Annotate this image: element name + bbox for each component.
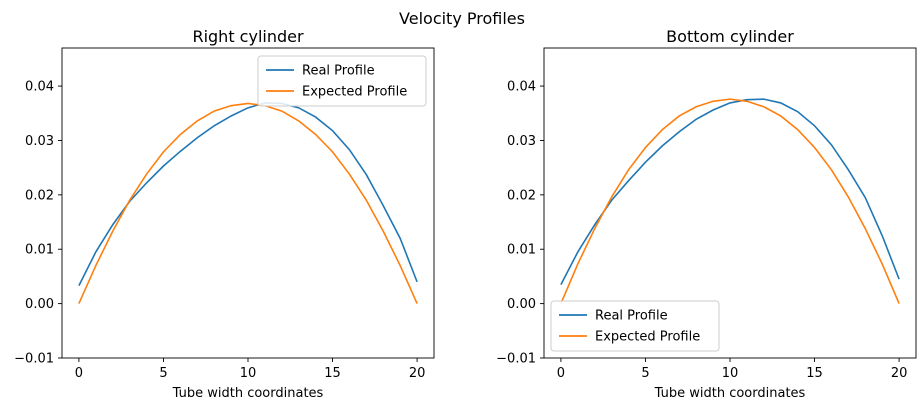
bottom-cylinder-panel: Bottom cylinder 0 5 10 15 20 −0.01 0.00 0.01 0.02… xyxy=(496,27,917,401)
x-tick-label: 0 xyxy=(75,366,83,381)
y-tick-label: −0.01 xyxy=(14,352,54,367)
x-tick-label: 10 xyxy=(722,366,739,381)
legend-box xyxy=(257,55,427,107)
x-tick-label: 20 xyxy=(409,366,426,381)
y-tick-label: 0.04 xyxy=(507,80,536,95)
series-line-real-profile xyxy=(560,98,900,285)
x-tick-label: 20 xyxy=(891,366,908,381)
y-tick-label: 0.03 xyxy=(507,134,536,149)
y-tick-label: 0.00 xyxy=(507,297,536,312)
legend-entry: Expected Profile xyxy=(595,330,700,345)
legend-entry: Real Profile xyxy=(302,64,375,79)
y-tick-label: 0.00 xyxy=(25,297,54,312)
x-tick-label: 10 xyxy=(240,366,257,381)
legend-entry: Expected Profile xyxy=(302,85,407,100)
legend: Real Profile Expected Profile xyxy=(257,55,427,107)
y-tick-label: −0.01 xyxy=(496,352,536,367)
x-tick-label: 15 xyxy=(806,366,823,381)
figure-suptitle: Velocity Profiles xyxy=(399,9,525,28)
x-tick-label: 0 xyxy=(557,366,565,381)
series-line-expected-profile xyxy=(560,98,900,304)
y-tick-label: 0.01 xyxy=(507,243,536,258)
x-tick-label: 5 xyxy=(641,366,649,381)
legend-box xyxy=(550,300,720,352)
right-cylinder-panel: Right cylinder 0 5 10 15 20 −0.01 0.00 0.01 0.02 0… xyxy=(14,27,435,401)
y-tick-label: 0.02 xyxy=(25,188,54,203)
x-tick-label: 15 xyxy=(324,366,341,381)
legend-entry: Real Profile xyxy=(595,309,668,324)
chart-title: Right cylinder xyxy=(192,27,304,46)
x-tick-label: 5 xyxy=(159,366,167,381)
y-tick-label: 0.04 xyxy=(25,80,54,95)
x-axis-label: Tube width coordinates xyxy=(654,386,806,401)
legend: Real Profile Expected Profile xyxy=(550,300,720,352)
x-axis-label: Tube width coordinates xyxy=(172,386,324,401)
y-tick-label: 0.02 xyxy=(507,188,536,203)
series-line-expected-profile xyxy=(78,102,418,304)
y-tick-label: 0.03 xyxy=(25,134,54,149)
chart-title: Bottom cylinder xyxy=(666,27,794,46)
y-tick-label: 0.01 xyxy=(25,243,54,258)
series-line-real-profile xyxy=(78,102,418,287)
